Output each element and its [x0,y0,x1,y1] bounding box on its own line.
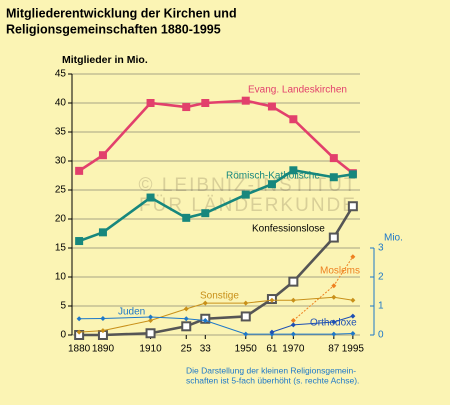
point [202,300,208,306]
y2-tick-label: 1 [378,301,384,312]
point [75,166,84,175]
point [288,276,299,287]
chart-title: Religionsgemeinschaften 1880-1995 [6,22,221,36]
x-tick-label: 87 [328,344,340,355]
y-tick-label: 40 [55,98,67,109]
series-line [79,296,353,333]
x-tick-label: 1910 [139,344,162,355]
series-label: Evang. Landeskirchen [248,85,347,96]
point [75,237,84,246]
point [267,180,276,189]
y-tick-label: 0 [60,330,66,341]
chart-title: Mitgliederentwicklung der Kirchen und [6,6,237,20]
point [331,294,337,300]
x-tick-label: 1970 [282,344,305,355]
x-tick-label: 61 [266,344,278,355]
x-tick-label: 1950 [235,344,258,355]
point [290,322,296,328]
point [269,297,275,303]
y-tick-label: 45 [55,69,67,80]
series-label: Konfessionslose [252,224,325,235]
point [267,102,276,111]
point [331,283,337,289]
point [145,328,156,339]
point [183,306,189,312]
point [241,190,250,199]
point [348,170,357,179]
point [329,154,338,163]
series-line [271,315,354,333]
x-tick-label: 33 [200,344,212,355]
point [183,316,189,322]
point [76,329,82,335]
point [241,96,250,105]
y-tick-label: 10 [55,272,67,283]
series-label: Juden [118,307,145,318]
point [329,173,338,182]
point [146,193,155,202]
note: Die Darstellung der kleinen Religionsgem… [186,365,356,375]
point [347,201,358,212]
point [243,331,249,337]
series-line [79,205,354,337]
series-line [79,316,353,335]
point [146,99,155,107]
point [289,115,298,124]
note: schaften ist 5-fach überhöht (s. rechte … [186,375,359,385]
point [290,318,296,323]
y-tick-label: 5 [60,301,66,312]
y-tick-label: 35 [55,127,67,138]
y2-tick-label: 2 [378,272,384,283]
point [240,311,251,322]
point [98,151,107,160]
point [331,319,337,325]
series-label: Orthodoxe [310,318,357,329]
point [100,328,106,334]
y2-axis-label: Mio. [384,233,403,244]
point [331,331,337,337]
y2-tick-label: 0 [378,330,384,341]
point [290,297,296,303]
x-tick-label: 1890 [92,344,115,355]
point [290,331,296,337]
point [76,316,82,322]
series-label: Moslems [320,266,360,277]
point [289,166,298,175]
y-tick-label: 25 [55,185,67,196]
point [350,254,356,260]
y-tick-label: 30 [55,156,67,167]
point [182,213,191,222]
point [201,99,210,107]
point [181,321,192,332]
x-tick-label: 25 [181,344,193,355]
point [202,318,208,323]
series-line [78,168,354,243]
point [201,209,210,218]
point [148,318,154,323]
series-line [78,99,354,175]
point [148,314,154,320]
watermark: FÜR LÄNDERKUNDE [139,195,357,216]
x-tick-label: 1995 [342,344,365,355]
point [350,313,356,319]
y2-tick-label: 3 [378,243,384,254]
series-label: Sonstige [200,291,239,302]
point [269,329,275,335]
point [350,331,356,337]
y-tick-label: 15 [55,243,67,254]
point [98,228,107,237]
point [328,232,339,243]
point [243,300,249,306]
series-label: Römisch-Katholische [226,171,320,182]
y-tick-label: 20 [55,214,67,225]
y-axis-label: Mitglieder in Mio. [62,54,148,66]
point [100,315,106,321]
point [182,103,191,112]
point [350,297,356,303]
watermark: © LEIBNIZ-INSTITUT [139,175,358,196]
x-tick-label: 1880 [68,344,91,355]
